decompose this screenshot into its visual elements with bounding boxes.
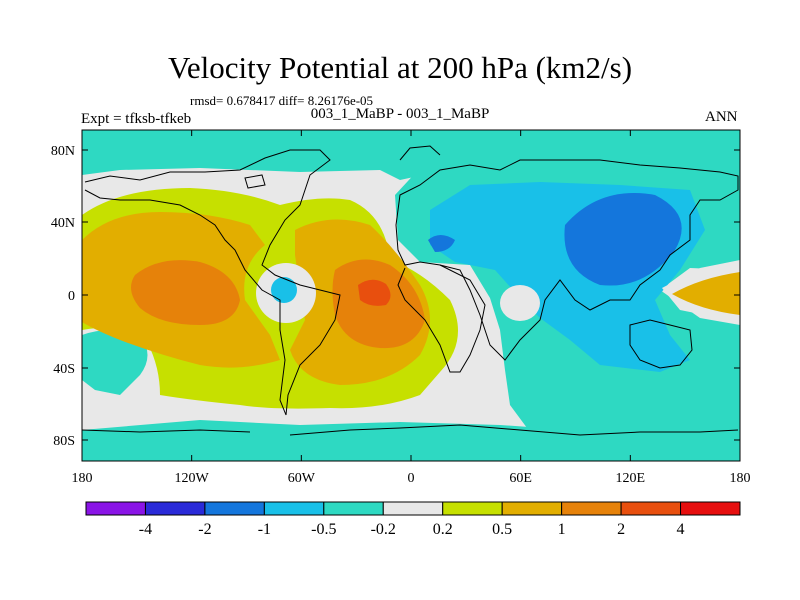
colorbar-swatch bbox=[263, 501, 325, 516]
deep-blue-core bbox=[564, 193, 682, 286]
colorbar-swatch bbox=[442, 501, 503, 516]
colorbar-swatch bbox=[561, 501, 622, 516]
lat-tick-label: 0 bbox=[68, 289, 75, 304]
blue-ring-core bbox=[271, 277, 297, 303]
teal-southwest bbox=[82, 330, 148, 395]
lon-tick-label: 0 bbox=[408, 471, 415, 486]
stats-line: rmsd= 0.678417 diff= 8.26176e-05 bbox=[190, 93, 374, 108]
colorbar-label: -2 bbox=[198, 521, 211, 538]
experiment-label: Expt = tfksb-tfkeb bbox=[81, 111, 192, 127]
pacific-warm-tongue bbox=[672, 272, 740, 315]
colorbar-swatch bbox=[620, 501, 682, 516]
lat-tick-label: 80N bbox=[51, 144, 75, 159]
red-core bbox=[358, 279, 391, 306]
case-label: 003_1_MaBP - 003_1_MaBP bbox=[310, 106, 490, 122]
colorbar-label: 4 bbox=[677, 521, 685, 538]
colorbar-label: 2 bbox=[617, 521, 625, 538]
lon-tick-label: 60W bbox=[288, 471, 316, 486]
colorbar-label: -1 bbox=[258, 521, 271, 538]
latitude-axis: 80N 40N 0 40S 80S bbox=[51, 144, 740, 449]
colorbar-swatch bbox=[144, 501, 206, 516]
colorbar-label: -0.5 bbox=[311, 521, 336, 538]
lat-tick-label: 40N bbox=[51, 216, 75, 231]
teal-south-band bbox=[82, 420, 740, 461]
colorbar-label: 0.2 bbox=[433, 521, 453, 538]
lon-tick-label: 180 bbox=[72, 471, 93, 486]
colorbar-label: 1 bbox=[558, 521, 566, 538]
colorbar-label: -0.2 bbox=[371, 521, 396, 538]
colorbar-swatch bbox=[204, 501, 265, 516]
colorbar-label: 0.5 bbox=[492, 521, 512, 538]
lon-tick-label: 60E bbox=[509, 471, 532, 486]
lon-tick-label: 120W bbox=[175, 471, 210, 486]
colorbar-label: -4 bbox=[139, 521, 152, 538]
colorbar-swatch bbox=[323, 501, 384, 516]
lat-tick-label: 80S bbox=[53, 434, 75, 449]
lon-tick-label: 120E bbox=[616, 471, 646, 486]
colorbar: -4 -2 -1 -0.5 -0.2 0.2 0.5 1 2 4 bbox=[85, 501, 741, 538]
lon-tick-label: 180 bbox=[730, 471, 751, 486]
contour-field bbox=[82, 130, 740, 461]
map-title: Velocity Potential at 200 hPa (km2/s) bbox=[167, 50, 633, 85]
colorbar-swatch bbox=[501, 501, 563, 516]
lat-tick-label: 40S bbox=[53, 362, 75, 377]
season-label: ANN bbox=[705, 109, 738, 125]
colorbar-swatch bbox=[85, 501, 146, 516]
orange-west-core bbox=[131, 260, 240, 325]
small-blue-spot bbox=[428, 235, 455, 252]
longitude-axis: 180 120W 60W 0 60E 120E 180 bbox=[72, 130, 751, 486]
colorbar-swatch bbox=[680, 501, 741, 516]
colorbar-swatch bbox=[382, 501, 444, 516]
coastlines bbox=[82, 145, 739, 436]
neutral-island bbox=[500, 285, 540, 321]
